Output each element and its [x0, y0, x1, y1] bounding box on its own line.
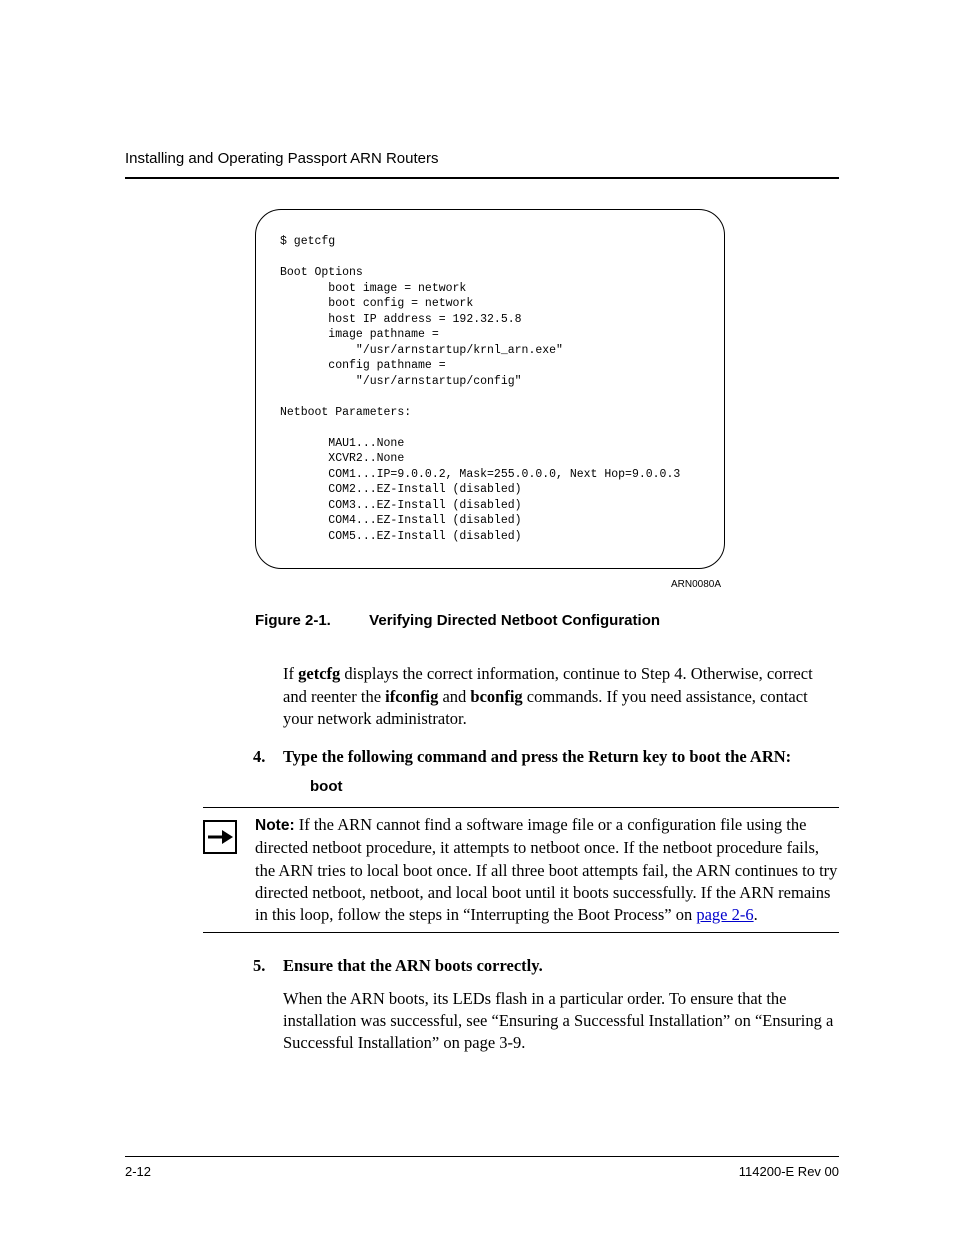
step-5: 5. Ensure that the ARN boots correctly. — [253, 955, 839, 977]
note-text: Note: If the ARN cannot find a software … — [255, 814, 839, 926]
note-block: Note: If the ARN cannot find a software … — [203, 814, 839, 926]
step-number: 4. — [253, 746, 283, 768]
running-header: Installing and Operating Passport ARN Ro… — [125, 150, 839, 167]
step-4: 4. Type the following command and press … — [253, 746, 839, 768]
figure-label: Figure 2-1. — [255, 612, 365, 629]
paragraph-step5: When the ARN boots, its LEDs flash in a … — [283, 988, 839, 1055]
note-bottom-rule — [203, 932, 839, 933]
footer-rule — [125, 1156, 839, 1157]
header-rule — [125, 177, 839, 179]
note-top-rule — [203, 807, 839, 808]
doc-revision: 114200-E Rev 00 — [739, 1164, 839, 1179]
page-footer: 2-12 114200-E Rev 00 — [125, 1164, 839, 1179]
page-number: 2-12 — [125, 1164, 151, 1179]
terminal-output-frame: $ getcfg Boot Options boot image = netwo… — [255, 209, 725, 569]
page-link[interactable]: page 2-6 — [696, 905, 753, 924]
step-number: 5. — [253, 955, 283, 977]
note-arrow-icon — [203, 820, 237, 854]
terminal-output: $ getcfg Boot Options boot image = netwo… — [280, 234, 704, 544]
paragraph-getcfg: If getcfg displays the correct informati… — [283, 663, 839, 730]
step-text: Ensure that the ARN boots correctly. — [283, 955, 839, 977]
figure-title: Verifying Directed Netboot Configuration — [369, 612, 660, 629]
page: Installing and Operating Passport ARN Ro… — [0, 0, 954, 1235]
figure-id: ARN0080A — [125, 579, 721, 590]
step-text: Type the following command and press the… — [283, 746, 839, 768]
figure-caption: Figure 2-1. Verifying Directed Netboot C… — [255, 612, 839, 629]
boot-command: boot — [310, 778, 839, 795]
